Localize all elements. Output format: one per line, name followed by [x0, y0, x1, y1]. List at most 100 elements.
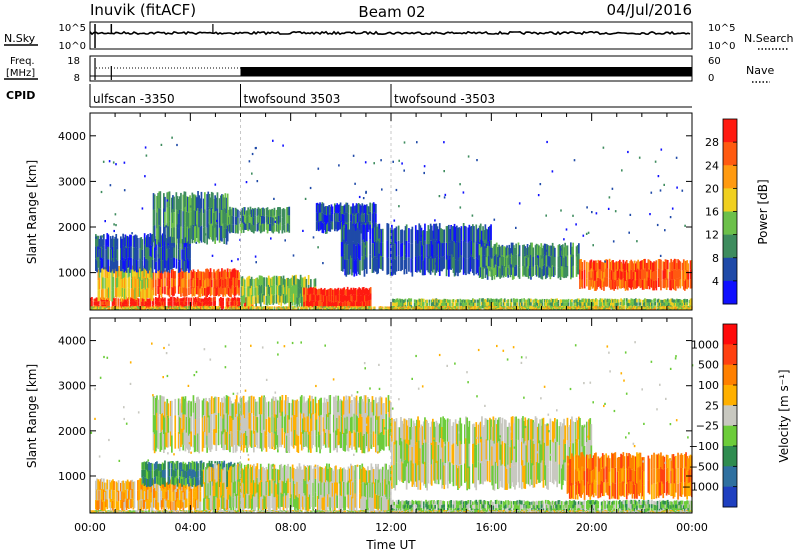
heatmap-cell [190, 307, 192, 309]
scatter-echo [274, 220, 276, 223]
heatmap-cell [536, 244, 539, 255]
heatmap-cell [110, 308, 113, 310]
heatmap-cell [263, 208, 265, 217]
heatmap-cell [459, 228, 462, 243]
heatmap-cell [576, 264, 579, 275]
heatmap-cell [485, 256, 488, 266]
heatmap-cell [687, 307, 690, 309]
heatmap-cell [484, 308, 487, 310]
heatmap-cell [267, 306, 270, 308]
heatmap-cell [157, 193, 159, 209]
heatmap-cell [360, 301, 363, 308]
heatmap-cell [646, 271, 649, 281]
heatmap-cell [525, 248, 528, 258]
heatmap-cell [146, 247, 148, 259]
heatmap-cell [342, 241, 344, 257]
heatmap-cell [473, 299, 475, 303]
heatmap-cell [587, 298, 589, 303]
heatmap-cell [122, 480, 124, 491]
heatmap-cell [160, 308, 163, 310]
heatmap-cell [664, 306, 667, 308]
heatmap-cell [256, 216, 259, 224]
heatmap-cell [413, 306, 416, 308]
heatmap-cell [184, 246, 187, 260]
heatmap-cell [286, 294, 288, 303]
heatmap-cell [312, 300, 315, 307]
heatmap-cell [408, 306, 410, 308]
heatmap-cell [343, 287, 346, 295]
noise-trace [89, 24, 691, 48]
heatmap-cell [461, 299, 464, 303]
heatmap-cell [344, 289, 347, 296]
heatmap-cell [178, 307, 181, 309]
heatmap-cell [335, 289, 337, 296]
heatmap-cell [359, 307, 361, 309]
heatmap-cell [564, 307, 566, 309]
heatmap-cell [499, 268, 501, 279]
heatmap-cell [157, 306, 159, 308]
heatmap-cell [196, 224, 198, 238]
heatmap-cell [180, 209, 182, 227]
heatmap-cell [543, 302, 546, 306]
heatmap-cell [303, 306, 305, 308]
heatmap-cell [657, 259, 660, 269]
heatmap-cell [609, 271, 612, 281]
heatmap-cell [599, 302, 602, 307]
heatmap-cell [361, 306, 364, 308]
heatmap-cell [508, 306, 511, 308]
heatmap-cell [476, 258, 479, 273]
heatmap-cell [330, 307, 333, 309]
heatmap-cell [503, 306, 506, 308]
heatmap-cell [573, 308, 576, 310]
scatter-echo [607, 207, 610, 210]
heatmap-cell [631, 308, 634, 310]
heatmap-cell [120, 259, 122, 272]
heatmap-cell [562, 308, 564, 310]
heatmap-cell [320, 306, 322, 308]
scatter-echo [144, 175, 146, 178]
heatmap-cell [497, 307, 499, 309]
heatmap-cell [149, 267, 151, 278]
heatmap-cell [150, 307, 153, 309]
heatmap-cell [570, 267, 572, 280]
heatmap-cell [638, 302, 641, 306]
heatmap-cell [259, 286, 262, 297]
heatmap-cell [294, 307, 296, 309]
heatmap-cell [251, 224, 254, 233]
heatmap-cell [588, 308, 590, 310]
heatmap-cell [184, 301, 187, 305]
heatmap-cell [674, 308, 677, 310]
heatmap-cell [673, 269, 676, 280]
heatmap-cell [118, 287, 120, 298]
heatmap-cell [178, 302, 181, 307]
heatmap-cell [532, 247, 535, 257]
heatmap-cell [142, 288, 145, 299]
heatmap-cell [181, 308, 183, 310]
heatmap-cell [169, 236, 172, 248]
heatmap-cell [185, 271, 188, 280]
heatmap-cell [502, 246, 505, 257]
heatmap-cell [249, 297, 252, 307]
heatmap-cell [181, 307, 183, 309]
heatmap-cell [417, 299, 419, 303]
heatmap-cell [214, 195, 216, 212]
heatmap-cell [344, 221, 346, 230]
heatmap-cell [601, 278, 604, 288]
scatter-echo [636, 240, 638, 243]
heatmap-cell [226, 305, 229, 309]
heatmap-cell [576, 298, 579, 302]
heatmap-cell [570, 299, 572, 303]
heatmap-cell [595, 307, 597, 309]
heatmap-cell [422, 306, 425, 308]
heatmap-cell [155, 287, 157, 296]
heatmap-cell [468, 307, 471, 309]
heatmap-cell [112, 306, 115, 308]
heatmap-cell [198, 211, 200, 228]
heatmap-cell [149, 307, 151, 309]
heatmap-cell [559, 302, 562, 306]
heatmap-cell [600, 302, 603, 306]
heatmap-cell [620, 279, 622, 289]
heatmap-cell [541, 248, 544, 259]
heatmap-cell [550, 256, 553, 267]
heatmap-cell [218, 287, 221, 296]
